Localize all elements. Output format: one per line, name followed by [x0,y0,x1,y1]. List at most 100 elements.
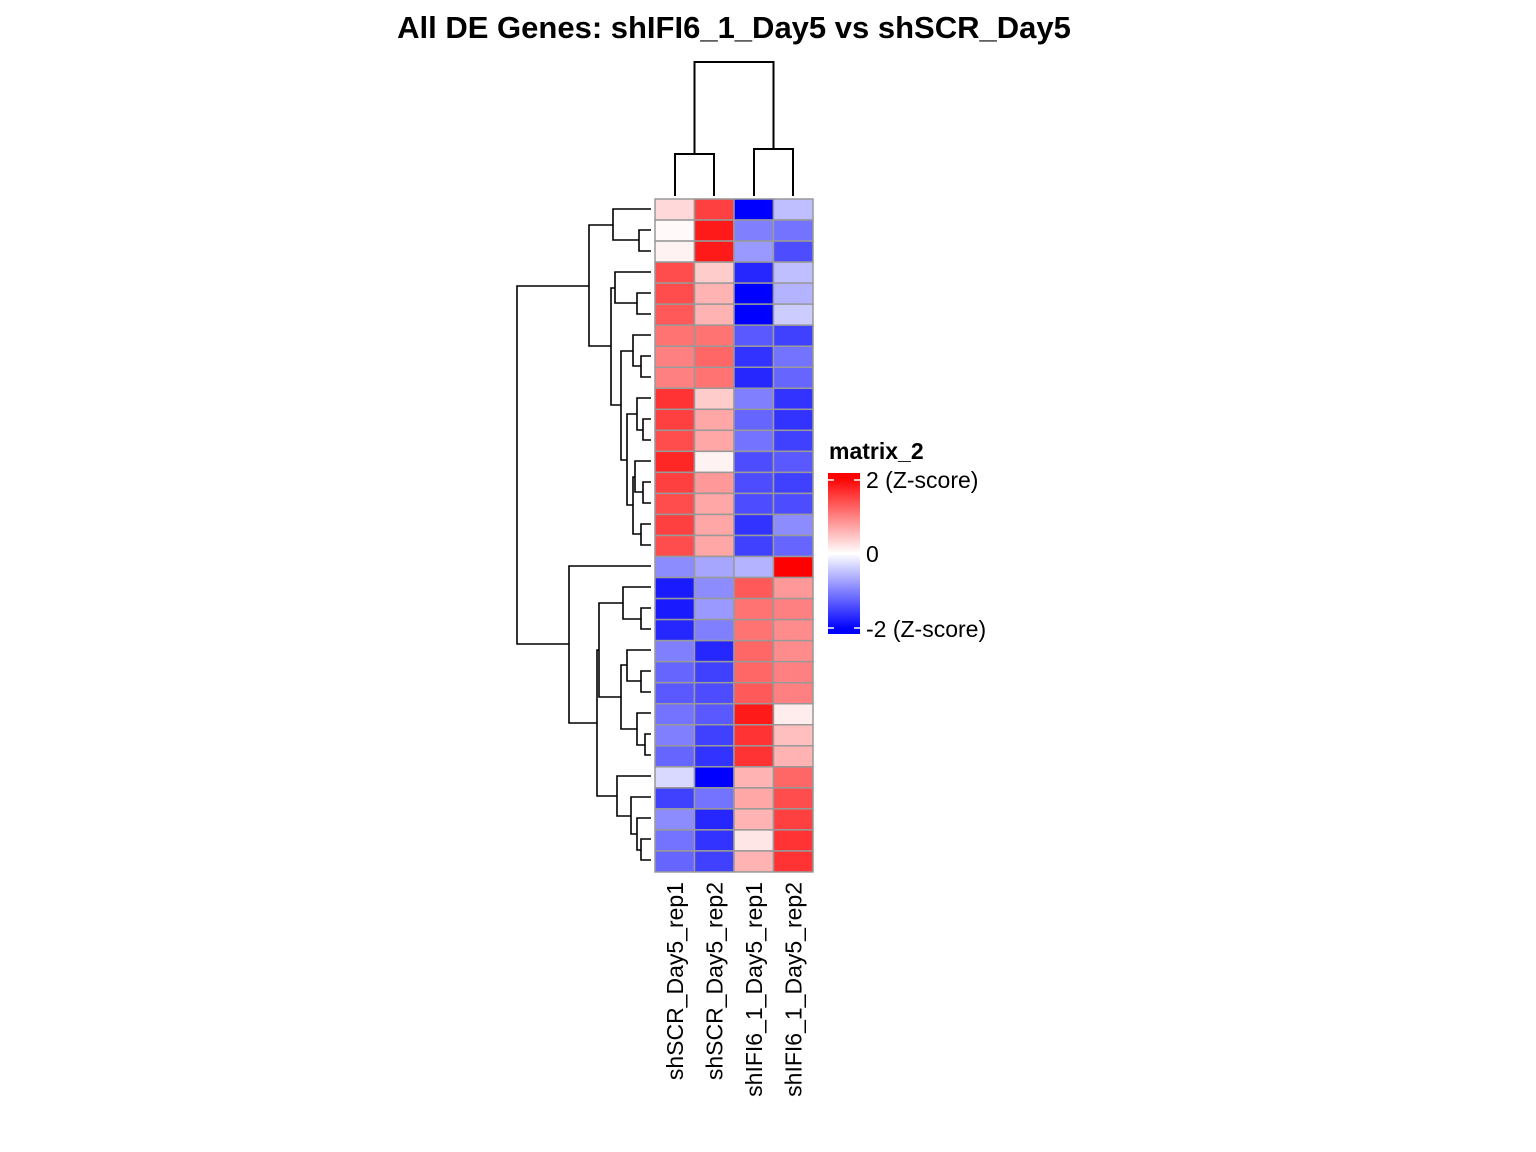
row-dendro-link [638,229,651,252]
heatmap-cell [733,724,775,747]
row-dendro-link [596,649,617,797]
heatmap-cell [654,660,696,684]
heatmap-cell [654,829,696,852]
heatmap-cell [693,618,735,642]
heatmap-cell [693,534,735,558]
legend-label-high: 2 (Z-score) [866,467,978,493]
heatmap-cell [733,745,775,768]
heatmap-cell [654,219,696,242]
heatmap-cell [654,198,696,221]
heatmap-cell [733,850,775,873]
heatmap-cell [772,219,814,242]
col-dendro-link-ifi6 [753,148,794,196]
heatmap-cell [772,681,814,705]
heatmap-cell [733,808,775,831]
col-dendro-link-root [693,61,775,154]
heatmap-cell [693,261,735,284]
heatmap-cell [733,492,775,516]
heatmap-cell [733,219,775,242]
row-dendro-link [626,649,651,682]
row-dendro-link [616,775,651,817]
heatmap-cell [772,492,814,516]
heatmap-cell [733,660,775,684]
column-labels: shSCR_Day5_rep1 shSCR_Day5_rep2 shIFI6_1_D… [662,882,807,1097]
heatmap-cell [772,597,814,621]
heatmap-cell [654,555,696,579]
heatmap-cell [693,450,735,474]
heatmap-cell [693,639,735,663]
heatmap-cell [654,745,696,768]
heatmap-cell [693,303,735,326]
column-label: shSCR_Day5_rep2 [701,882,727,1080]
heatmap-cell [654,429,696,453]
heatmap-cell [693,219,735,242]
heatmap-cell [654,408,696,432]
row-dendro-link [568,565,651,724]
heatmap-cell [772,702,814,726]
legend-title: matrix_2 [829,438,924,464]
heatmap-cell [693,787,735,810]
heatmap-cell [772,850,814,873]
heatmap-cell [693,345,735,368]
color-legend: matrix_2 2 (Z-score) 0 -2 (Z-score) [828,438,986,642]
heatmap-cell [693,702,735,726]
heatmap-cells [654,198,814,873]
heatmap-cell [654,618,696,642]
heatmap-cell [654,513,696,537]
heatmap-cell [733,387,775,411]
heatmap-cell [733,324,775,347]
heatmap-cell [654,766,696,789]
heatmap-cell [733,618,775,642]
heatmap-cell [772,618,814,642]
heatmap-cell [772,534,814,558]
heatmap-cell [772,450,814,474]
heatmap-cell [654,303,696,326]
row-dendro-link [614,271,651,304]
row-dendro-link [636,712,651,746]
heatmap-cell [654,850,696,873]
heatmap-cell [693,660,735,684]
row-dendro-link [642,418,651,441]
heatmap-cell [733,471,775,495]
heatmap-cell [772,303,814,326]
heatmap-cell [654,534,696,558]
heatmap-cell [733,450,775,474]
heatmap-cell [693,850,735,873]
heatmap-cell [772,429,814,453]
heatmap-cell [693,492,735,516]
legend-label-mid: 0 [866,541,879,567]
heatmap-cell [772,387,814,411]
heatmap-cell [693,766,735,789]
heatmap-cell [772,366,814,390]
heatmap-cell [772,576,814,600]
heatmap-cell [733,597,775,621]
heatmap-cell [733,366,775,390]
heatmap-cell [733,198,775,221]
row-dendro-link [598,602,623,698]
heatmap-cell [654,471,696,495]
heatmap-cell [733,240,775,263]
heatmap-cell [654,808,696,831]
heatmap-cell [733,534,775,558]
column-label: shIFI6_1_Day5_rep1 [741,882,767,1097]
row-dendro-link [630,796,651,835]
row-dendro-link [636,397,651,431]
heatmap-cell [772,745,814,768]
heatmap-cell [772,471,814,495]
heatmap-cell [654,387,696,411]
heatmap-cell [654,450,696,474]
heatmap-cell [693,681,735,705]
column-dendrogram [674,61,794,196]
row-dendro-link [612,208,651,241]
heatmap-cell [772,639,814,663]
heatmap-cell [733,303,775,326]
heatmap-cell [733,555,775,579]
heatmap-cell [693,808,735,831]
heatmap-cell [733,408,775,432]
row-dendro-link [640,523,651,546]
heatmap-cell [772,198,814,221]
heatmap-cell [772,345,814,368]
heatmap-cell [772,282,814,305]
heatmap-cell [693,408,735,432]
